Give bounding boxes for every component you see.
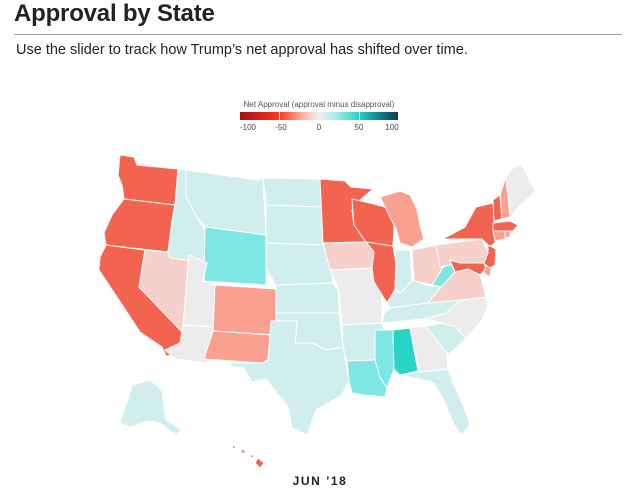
legend-tick-label: -100: [239, 123, 257, 132]
state-tx[interactable]: [229, 320, 350, 436]
state-wy[interactable]: [203, 226, 267, 286]
state-sd[interactable]: [265, 204, 324, 246]
state-ne[interactable]: [265, 242, 334, 286]
legend-tick-label: 0: [316, 123, 322, 132]
us-state-map: [98, 154, 537, 469]
legend-ticks: -100 -50 0 50 100: [238, 123, 400, 137]
state-nc[interactable]: [423, 296, 489, 340]
legend-tick-label: 100: [385, 123, 399, 132]
page-title: Approval by State: [14, 0, 215, 27]
legend-color-bar: [240, 112, 398, 120]
state-or[interactable]: [103, 198, 176, 253]
state-ri[interactable]: [504, 230, 511, 239]
state-wi[interactable]: [351, 198, 395, 247]
state-fl[interactable]: [399, 368, 471, 436]
state-ct[interactable]: [492, 230, 506, 242]
state-ia[interactable]: [322, 241, 375, 271]
legend-divider: [279, 112, 280, 120]
state-ak[interactable]: [119, 379, 183, 436]
state-co[interactable]: [212, 284, 277, 336]
legend-divider: [359, 112, 360, 120]
state-mi[interactable]: [379, 190, 425, 248]
state-nd[interactable]: [262, 177, 323, 208]
state-nm[interactable]: [203, 330, 272, 364]
state-de[interactable]: [483, 264, 492, 278]
state-ma[interactable]: [492, 220, 519, 232]
title-divider: [14, 34, 622, 35]
page-subtitle: Use the slider to track how Trump’s net …: [16, 42, 468, 58]
legend-tick-label: -50: [275, 123, 287, 132]
state-il[interactable]: [365, 241, 397, 304]
color-legend: Net Approval (approval minus disapproval…: [238, 100, 400, 137]
legend-tick-label: 50: [354, 123, 364, 132]
legend-title: Net Approval (approval minus disapproval…: [243, 100, 395, 109]
state-md[interactable]: [449, 259, 487, 276]
state-al[interactable]: [392, 327, 419, 376]
slider-date-label: JUN '18: [292, 474, 348, 488]
state-me[interactable]: [505, 164, 537, 218]
state-hi[interactable]: [231, 444, 265, 469]
state-wa[interactable]: [117, 154, 179, 206]
state-ks[interactable]: [275, 282, 340, 314]
